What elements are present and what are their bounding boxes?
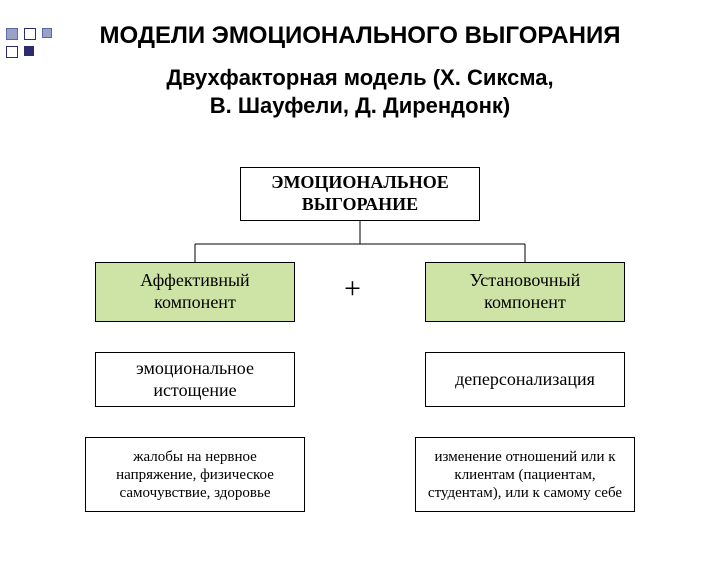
deco-square	[6, 46, 18, 58]
node-label: ЭМОЦИОНАЛЬНОЕ ВЫГОРАНИЕ	[247, 172, 473, 215]
node-complaints: жалобы на нервное напряжение, физическое…	[85, 437, 305, 512]
plus-symbol: +	[344, 272, 361, 306]
deco-square	[6, 28, 18, 40]
slide-title: МОДЕЛИ ЭМОЦИОНАЛЬНОГО ВЫГОРАНИЯ	[0, 22, 720, 50]
slide-subtitle: Двухфакторная модель (Х. Сиксма, В. Шауф…	[0, 64, 720, 119]
node-emotional-exhaustion: эмоциональное истощение	[95, 352, 295, 407]
node-label: жалобы на нервное напряжение, физическое…	[92, 448, 298, 502]
node-label: Аффективный компонент	[102, 270, 288, 313]
node-affective-component: Аффективный компонент	[95, 262, 295, 322]
slide-decoration	[0, 22, 90, 62]
deco-square	[24, 28, 36, 40]
deco-square	[42, 28, 52, 38]
subtitle-line2: В. Шауфели, Д. Дирендонк)	[210, 93, 510, 118]
subtitle-line1: Двухфакторная модель (Х. Сиксма,	[166, 65, 553, 90]
node-emotional-burnout: ЭМОЦИОНАЛЬНОЕ ВЫГОРАНИЕ	[240, 167, 480, 221]
node-label: Установочный компонент	[432, 270, 618, 313]
node-label: изменение отношений или к клиентам (паци…	[422, 448, 628, 502]
deco-square	[24, 46, 34, 56]
node-attitudinal-component: Установочный компонент	[425, 262, 625, 322]
node-label: эмоциональное истощение	[102, 358, 288, 401]
node-relation-change: изменение отношений или к клиентам (паци…	[415, 437, 635, 512]
node-depersonalization: деперсонализация	[425, 352, 625, 407]
node-label: деперсонализация	[455, 369, 595, 391]
